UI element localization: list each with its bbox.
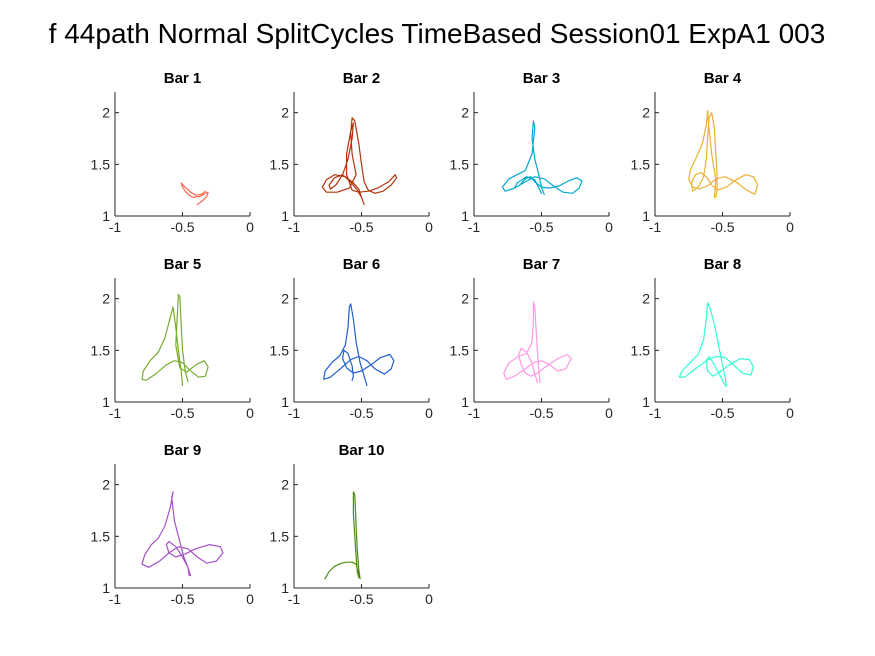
subplot-title: Bar 8	[704, 256, 742, 273]
x-tick-label: -1	[288, 405, 301, 421]
x-tick-label: 0	[786, 405, 794, 421]
y-tick-label: 1.5	[450, 342, 470, 358]
y-tick-label: 1	[461, 394, 469, 410]
trajectory-line	[678, 302, 755, 388]
y-tick-label: 2	[281, 477, 289, 493]
x-tick-label: 0	[786, 219, 794, 235]
subplot: Bar 10 -1 -0.5 0 1 1.5 2	[270, 442, 434, 607]
x-tick-label: -1	[649, 405, 662, 421]
subplot: Bar 6 -1 -0.5 0 1 1.5 2	[270, 256, 434, 421]
x-tick-label: 0	[246, 219, 254, 235]
y-tick-label: 1	[461, 208, 469, 224]
y-tick-label: 1.5	[631, 342, 651, 358]
y-tick-label: 1.5	[270, 342, 290, 358]
y-tick-label: 1	[642, 208, 650, 224]
y-tick-label: 1.5	[91, 156, 111, 172]
y-tick-label: 1.5	[450, 156, 470, 172]
y-tick-label: 2	[102, 477, 110, 493]
trajectory-line	[324, 491, 361, 580]
subplot-title: Bar 2	[343, 70, 381, 87]
y-tick-label: 1	[102, 580, 110, 596]
figure-title: f 44path Normal SplitCycles TimeBased Se…	[49, 18, 826, 49]
x-tick-label: -1	[109, 405, 122, 421]
subplot: Bar 9 -1 -0.5 0 1 1.5 2	[91, 442, 255, 607]
y-tick-label: 1.5	[631, 156, 651, 172]
subplot-title: Bar 9	[164, 442, 202, 459]
x-tick-label: -0.5	[529, 219, 553, 235]
x-tick-label: -0.5	[349, 405, 373, 421]
y-tick-label: 2	[281, 291, 289, 307]
subplot: Bar 2 -1 -0.5 0 1 1.5 2	[270, 70, 434, 235]
x-tick-label: 0	[246, 591, 254, 607]
subplot: Bar 7 -1 -0.5 0 1 1.5 2	[450, 256, 614, 421]
trajectory-line	[141, 293, 209, 387]
y-tick-label: 2	[281, 105, 289, 121]
y-tick-label: 1	[281, 580, 289, 596]
subplot-title: Bar 5	[164, 256, 202, 273]
subplot-title: Bar 10	[339, 442, 385, 459]
subplot: Bar 3 -1 -0.5 0 1 1.5 2	[450, 70, 614, 235]
x-tick-label: -0.5	[529, 405, 553, 421]
y-tick-label: 1.5	[270, 156, 290, 172]
trajectory-line	[180, 182, 209, 206]
x-tick-label: -0.5	[710, 405, 734, 421]
subplot-grid: Bar 1 -1 -0.5 0 1 1.5 2 Bar 2 -1 -0.5 0 1 1.5 2 Bar 3 -…	[91, 70, 795, 607]
subplot-title: Bar 1	[164, 70, 202, 87]
x-tick-label: 0	[605, 219, 613, 235]
subplot: Bar 4 -1 -0.5 0 1 1.5 2	[631, 70, 795, 235]
subplot-title: Bar 3	[523, 70, 561, 87]
y-tick-label: 2	[642, 291, 650, 307]
y-tick-label: 2	[102, 105, 110, 121]
y-tick-label: 1.5	[91, 342, 111, 358]
y-tick-label: 2	[461, 105, 469, 121]
y-tick-label: 2	[102, 291, 110, 307]
x-tick-label: 0	[425, 405, 433, 421]
trajectory-line	[501, 120, 583, 195]
subplot: Bar 8 -1 -0.5 0 1 1.5 2	[631, 256, 795, 421]
y-tick-label: 2	[461, 291, 469, 307]
y-tick-label: 1	[642, 394, 650, 410]
x-tick-label: 0	[425, 219, 433, 235]
x-tick-label: 0	[425, 591, 433, 607]
x-tick-label: -1	[649, 219, 662, 235]
subplot-title: Bar 7	[523, 256, 561, 273]
x-tick-label: -0.5	[170, 219, 194, 235]
subplot: Bar 1 -1 -0.5 0 1 1.5 2	[91, 70, 255, 235]
x-tick-label: -0.5	[349, 219, 373, 235]
trajectory-line	[323, 303, 395, 387]
x-tick-label: -1	[288, 591, 301, 607]
y-tick-label: 1.5	[270, 528, 290, 544]
subplot: Bar 5 -1 -0.5 0 1 1.5 2	[91, 256, 255, 421]
trajectory-line	[141, 491, 224, 577]
x-tick-label: -0.5	[349, 591, 373, 607]
y-tick-label: 1	[281, 208, 289, 224]
trajectory-line	[688, 110, 759, 198]
trajectory-line	[321, 117, 398, 206]
x-tick-label: -1	[288, 219, 301, 235]
y-tick-label: 1	[102, 208, 110, 224]
subplot-title: Bar 4	[704, 70, 742, 87]
x-tick-label: -1	[109, 219, 122, 235]
x-tick-label: -1	[468, 219, 481, 235]
x-tick-label: -1	[468, 405, 481, 421]
trajectory-line	[503, 301, 572, 383]
x-tick-label: -0.5	[170, 405, 194, 421]
y-tick-label: 1.5	[91, 528, 111, 544]
x-tick-label: 0	[246, 405, 254, 421]
x-tick-label: -0.5	[170, 591, 194, 607]
subplot-title: Bar 6	[343, 256, 381, 273]
y-tick-label: 2	[642, 105, 650, 121]
y-tick-label: 1	[102, 394, 110, 410]
x-tick-label: -1	[109, 591, 122, 607]
x-tick-label: -0.5	[710, 219, 734, 235]
y-tick-label: 1	[281, 394, 289, 410]
x-tick-label: 0	[605, 405, 613, 421]
